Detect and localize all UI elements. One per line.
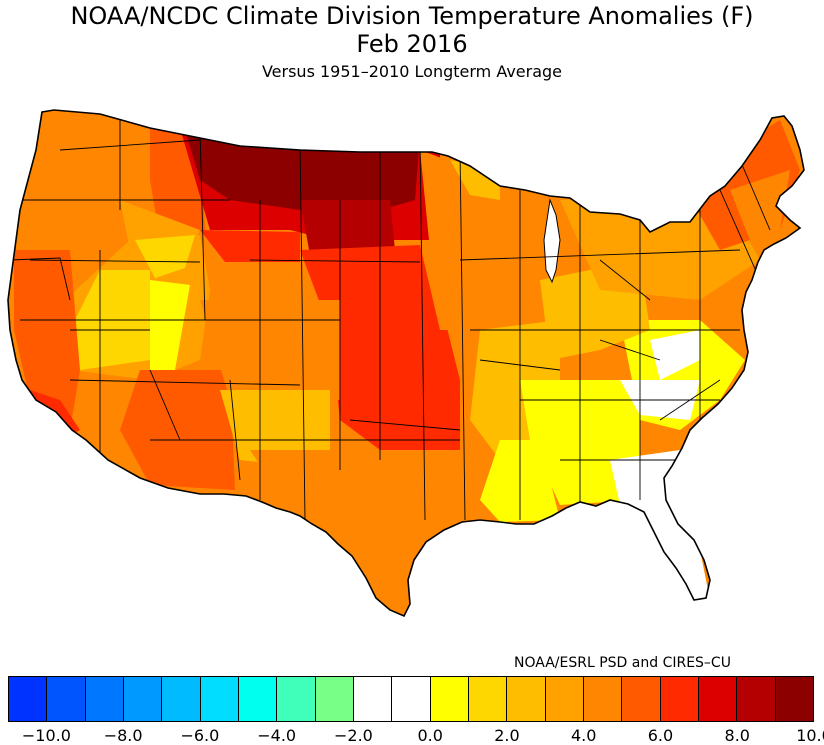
map-subtitle: Versus 1951–2010 Longterm Average	[261, 62, 563, 81]
colorbar-swatch	[392, 677, 431, 721]
colorbar-tick-label: 2.0	[494, 726, 520, 745]
map-title: NOAA/NCDC Climate Division Temperature A…	[70, 2, 754, 30]
colorbar-tick-label: 0.0	[417, 726, 443, 745]
colorbar-swatch	[430, 677, 469, 721]
colorbar-swatch	[698, 677, 738, 721]
region-minnesota-wisconsin-orange	[420, 150, 520, 260]
colorbar-tick-label: 8.0	[724, 726, 750, 745]
colorbar-swatch	[737, 677, 776, 721]
colorbar-swatch	[9, 677, 48, 721]
region-maine-orange	[730, 170, 790, 240]
lake-michigan	[543, 198, 561, 284]
colorbar-tick-label: 4.0	[570, 726, 597, 745]
division-boundaries	[9, 110, 771, 521]
region-colorado-new-mexico-orange	[200, 300, 340, 400]
region-wyoming-red	[200, 230, 300, 262]
colorbar-tick-label: −4.0	[257, 726, 297, 745]
colorbar-swatch	[315, 677, 354, 721]
us-climate-map	[7, 109, 805, 617]
region-utah-yellow	[150, 280, 190, 372]
colorbar-swatch	[238, 677, 278, 721]
colorbar-tick-label: 6.0	[647, 726, 674, 745]
colorbar-tick-label: −10.0	[21, 726, 71, 745]
colorbar-swatch	[507, 677, 546, 721]
colorbar-tick-label: −6.0	[180, 726, 220, 745]
colorbar-swatch	[85, 677, 124, 721]
colorbar	[8, 676, 814, 722]
colorbar-swatch	[622, 677, 661, 721]
region-kansas-oklahoma-red	[330, 330, 460, 450]
colorbar-swatch	[277, 677, 316, 721]
colorbar-swatch	[583, 677, 623, 721]
colorbar-swatch	[660, 677, 699, 721]
colorbar-swatch	[545, 677, 584, 721]
colorbar-tick-label: 10.0	[796, 726, 824, 745]
colorbar-tick-label: −8.0	[103, 726, 143, 745]
map-date: Feb 2016	[356, 30, 468, 58]
region-appalachia-white	[650, 330, 700, 380]
credit-label: NOAA/ESRL PSD and CIRES–CU	[514, 655, 731, 671]
colorbar-tick-label: −2.0	[333, 726, 373, 745]
colorbar-swatch	[47, 677, 86, 721]
region-texas-orange	[250, 450, 470, 610]
region-snake-river-gold	[135, 235, 195, 278]
colorbar-swatch	[200, 677, 239, 721]
region-california-red-orange	[14, 250, 80, 430]
colorbar-swatch	[775, 677, 813, 721]
region-arizona-red-orange	[120, 370, 235, 490]
colorbar-swatch	[123, 677, 163, 721]
colorbar-swatch	[468, 677, 508, 721]
region-florida-georgia-white	[610, 450, 710, 600]
colorbar-swatch	[162, 677, 201, 721]
colorbar-swatch	[353, 677, 393, 721]
